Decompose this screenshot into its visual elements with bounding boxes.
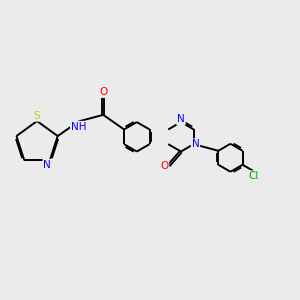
Text: Cl: Cl [248, 171, 258, 181]
Text: N: N [43, 160, 51, 170]
Text: NH: NH [71, 122, 86, 132]
Text: N: N [177, 115, 185, 124]
Text: O: O [99, 87, 107, 97]
Text: S: S [34, 111, 40, 121]
Text: N: N [192, 139, 199, 149]
Text: O: O [160, 160, 168, 171]
